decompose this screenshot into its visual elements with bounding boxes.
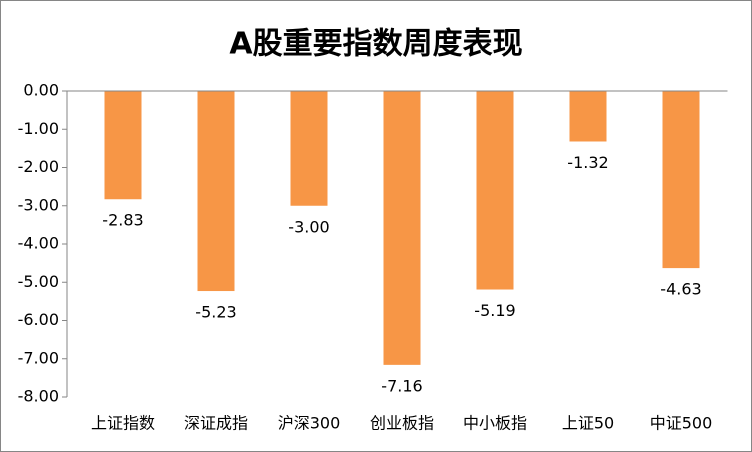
data-label: -5.19	[474, 301, 515, 320]
bar	[383, 91, 421, 365]
data-label: -3.00	[288, 217, 329, 236]
x-tick-label: 上证指数	[91, 414, 155, 433]
bar	[476, 91, 514, 290]
y-tick-label: -2.00	[18, 157, 59, 176]
x-tick-label: 上证50	[562, 414, 614, 433]
x-tick-label: 创业板指	[370, 414, 434, 433]
y-tick-label: -1.00	[18, 119, 59, 138]
x-tick-label: 深证成指	[184, 414, 248, 433]
y-tick-label: -5.00	[18, 272, 59, 291]
data-label: -4.63	[660, 280, 701, 299]
y-tick-label: -7.00	[18, 348, 59, 367]
x-tick-label: 沪深300	[278, 414, 341, 433]
chart-title: A股重要指数周度表现	[229, 27, 522, 62]
x-tick-label: 中证500	[650, 414, 713, 433]
data-label: -1.32	[567, 153, 608, 172]
bar	[290, 91, 328, 206]
y-tick-label: 0.00	[23, 81, 59, 100]
data-label: -5.23	[195, 303, 236, 322]
bar	[569, 91, 607, 142]
bar	[104, 91, 142, 200]
data-label: -7.16	[381, 376, 422, 395]
y-tick-label: -4.00	[18, 234, 59, 253]
bar	[662, 91, 700, 269]
y-tick-label: -6.00	[18, 310, 59, 329]
y-tick-label: -3.00	[18, 195, 59, 214]
y-tick-label: -8.00	[18, 387, 59, 406]
x-tick-label: 中小板指	[463, 414, 527, 433]
bar	[197, 91, 235, 292]
data-label: -2.83	[102, 211, 143, 230]
